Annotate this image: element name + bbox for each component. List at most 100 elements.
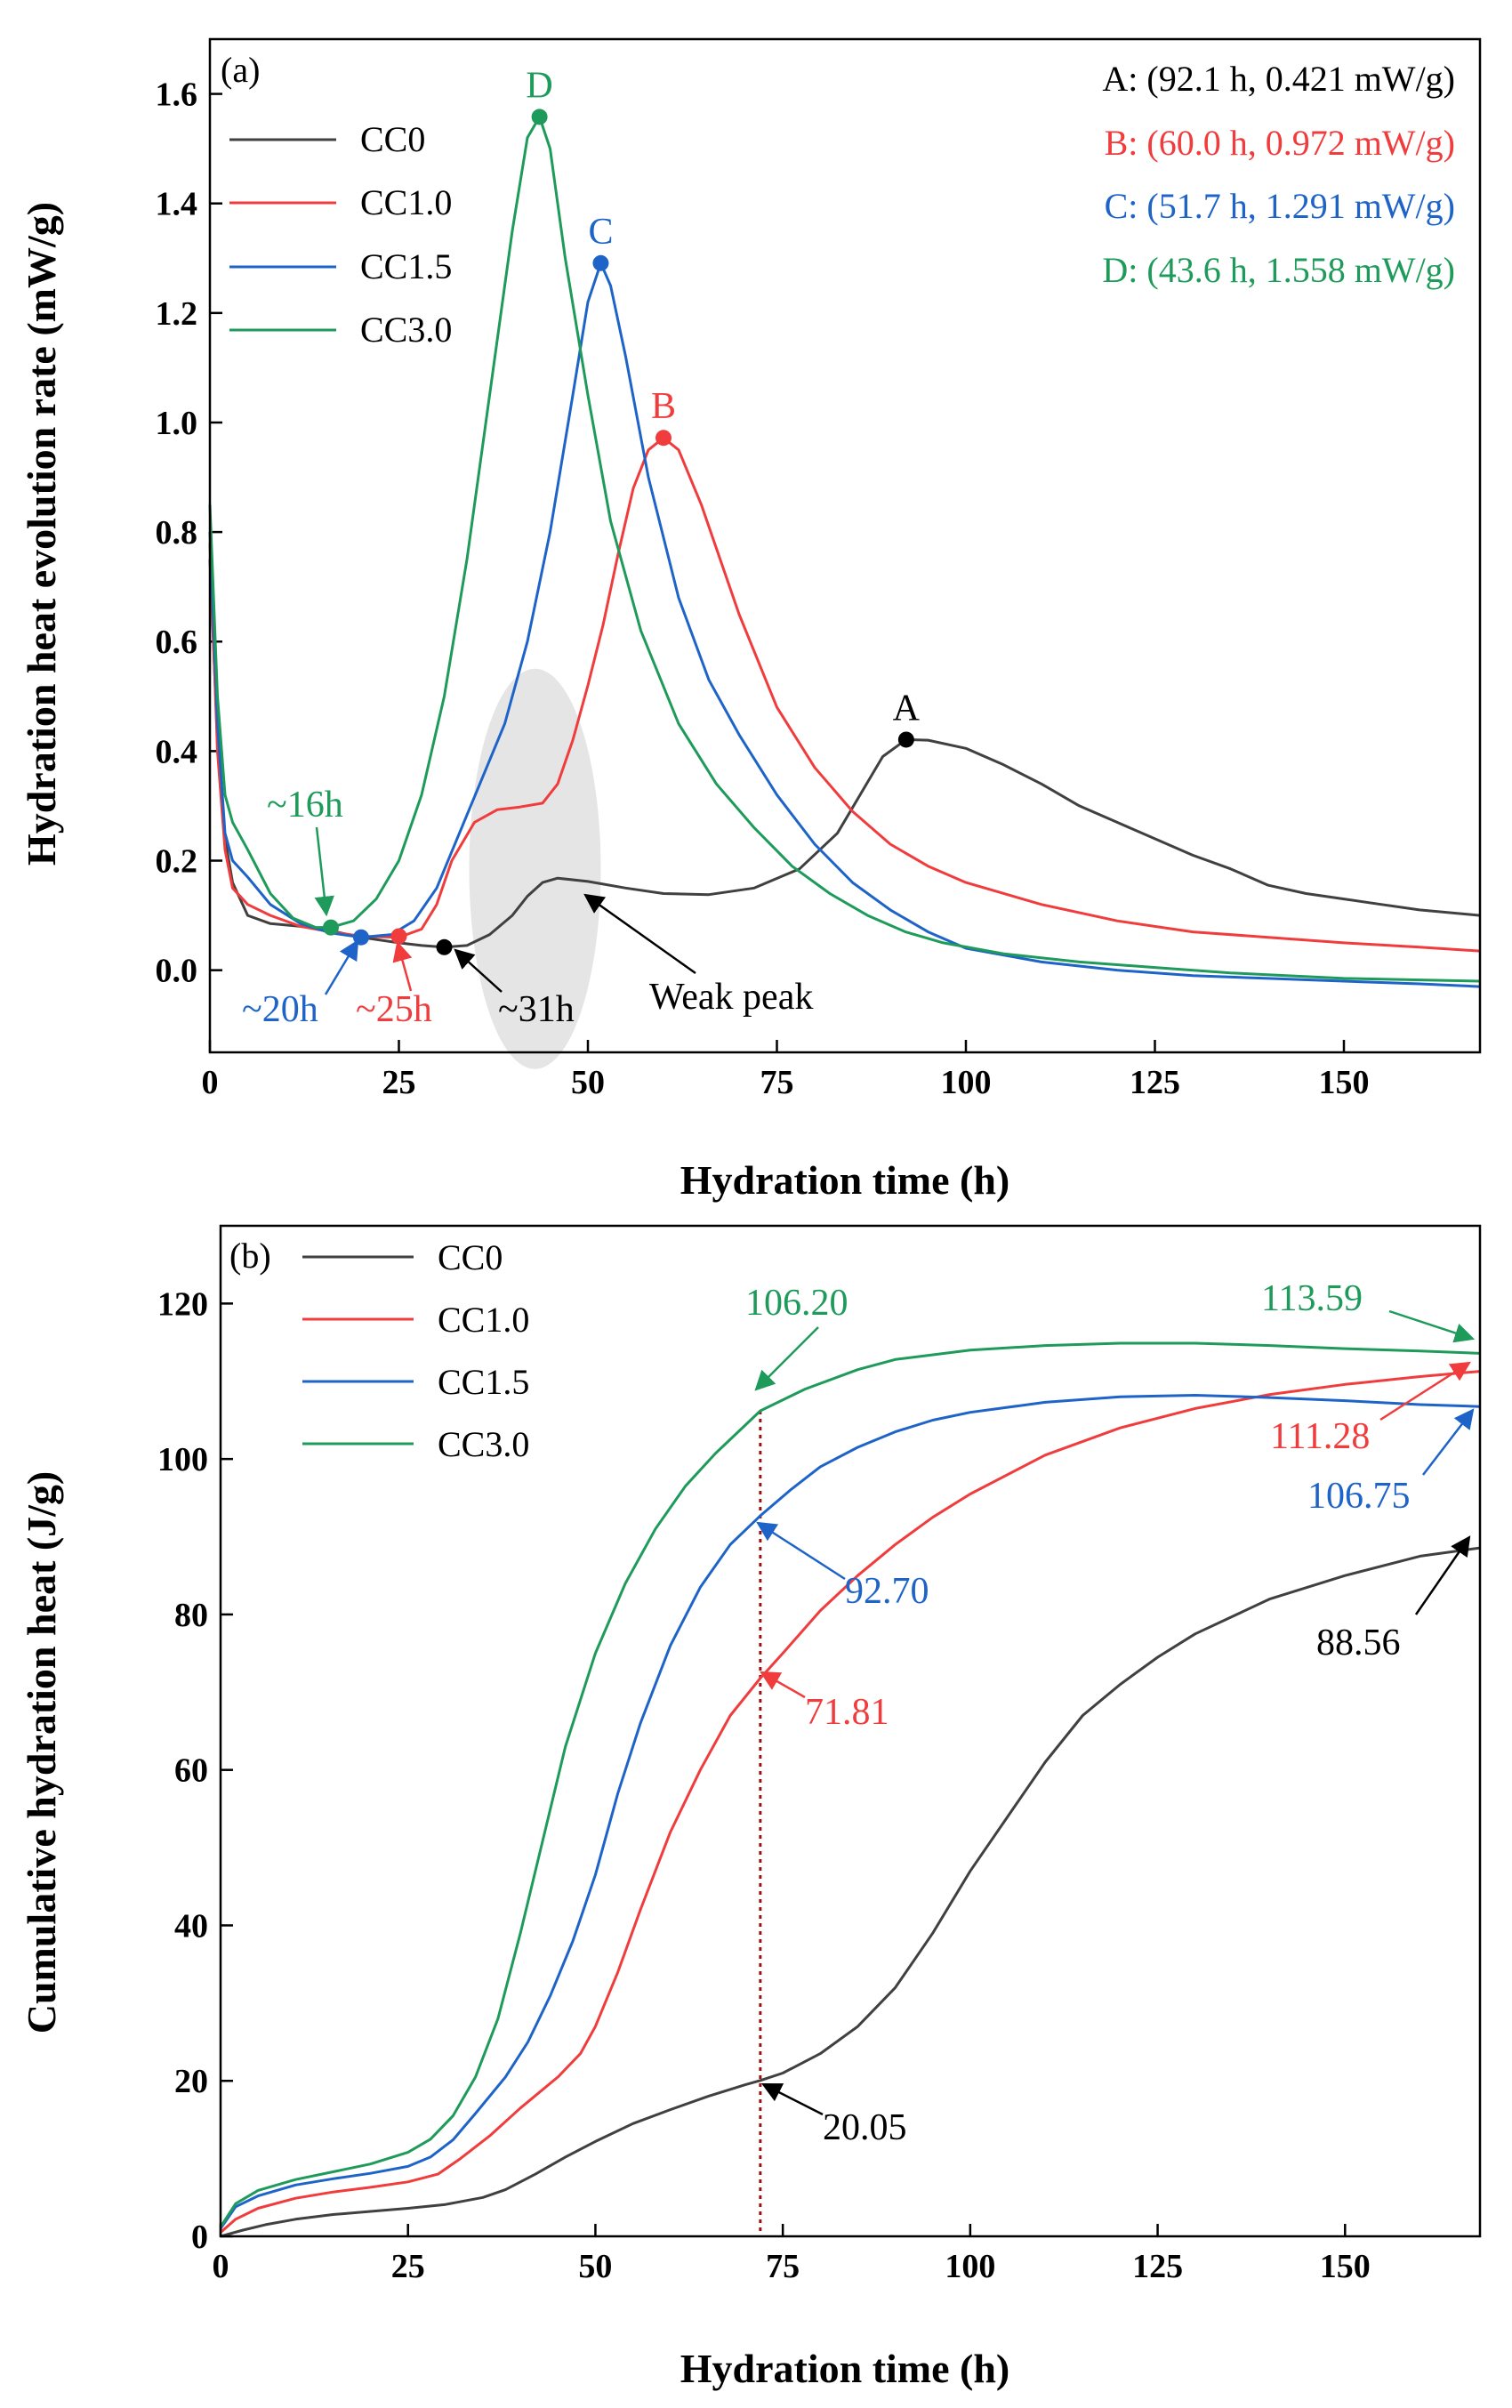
- arrow-92-70: [756, 1521, 846, 1581]
- panel-b-series: [219, 1341, 1481, 2238]
- panel-a-y-tick-label: 1.2: [156, 295, 198, 333]
- arrow-25h: [392, 940, 413, 992]
- panel-b-x-tick-label: 25: [391, 2248, 425, 2285]
- panel-b-ticks: 0 25 50 75 100 125 150 0 20 40 60 80 100 120: [157, 1285, 1371, 2285]
- panel-a-x-tick-label: 50: [571, 1064, 605, 1101]
- panel-b-plot-frame: [219, 1224, 1482, 2238]
- panel-b-series-cc3-0: [219, 1341, 1481, 2228]
- legend-b-label-cc3-0: CC3.0: [438, 1424, 529, 1464]
- legend-b-label-cc0: CC0: [438, 1237, 503, 1277]
- legend-label-cc1-5: CC1.5: [360, 246, 452, 286]
- panel-b-series-cc1-0: [220, 1370, 1481, 2234]
- arrow-71-81: [760, 1671, 806, 1699]
- arrow-113-59: [1388, 1309, 1476, 1343]
- panel-a-y-tick-label: 0.4: [156, 733, 198, 770]
- panel-b-y-tick-label: 60: [174, 1752, 208, 1790]
- panel-a-y-tick-label: 0.6: [156, 624, 198, 661]
- panel-a-y-tick-label: 1.4: [156, 186, 198, 223]
- panel-b-x-tick-label: 0: [213, 2248, 229, 2285]
- arrow-20h: [324, 939, 359, 995]
- panel-b-label: (b): [229, 1236, 271, 1276]
- panel-b-x-tick-label: 50: [578, 2248, 612, 2285]
- peak-label-a: A: [893, 688, 921, 729]
- panel-a-x-tick-label: 75: [760, 1064, 794, 1101]
- min-marker-31h: [436, 938, 453, 955]
- panel-b-x-axis-title: Hydration time (h): [680, 2346, 1010, 2391]
- panel-a-y-tick-label: 1.0: [156, 405, 198, 442]
- panel-a-y-tick-label: 0.0: [156, 953, 198, 990]
- panel-a-y-axis-title: Hydration heat evolution rate (mW/g): [19, 202, 64, 866]
- value-label-106-75: 106.75: [1307, 1476, 1411, 1517]
- panel-b-series-cc0: [220, 1546, 1481, 2238]
- panel-b-y-tick-label: 120: [157, 1285, 208, 1323]
- panel-b-x-tick-label: 100: [945, 2248, 995, 2285]
- min-label-16h: ~16h: [267, 785, 343, 825]
- peak-marker-d: [531, 109, 548, 125]
- panel-a-y-tick-label: 0.8: [156, 514, 198, 552]
- peak-label-b: B: [651, 386, 676, 427]
- legend-label-cc0: CC0: [360, 119, 425, 159]
- panel-a-x-axis-title: Hydration time (h): [680, 1157, 1010, 1203]
- panel-a-x-tick-label: 125: [1130, 1064, 1180, 1101]
- arrow-106-20: [754, 1326, 819, 1391]
- value-label-88-56: 88.56: [1316, 1623, 1401, 1663]
- panel-b-y-tick-label: 80: [174, 1597, 208, 1634]
- weak-peak-label: Weak peak: [649, 977, 813, 1018]
- panel-a-y-tick-label: 1.6: [156, 77, 198, 114]
- panel-b-y-tick-label: 100: [157, 1441, 208, 1478]
- panel-b-y-axis-title: Cumulative hydration heat (J/g): [19, 1471, 64, 2034]
- value-label-113-59: 113.59: [1261, 1278, 1363, 1319]
- weak-peak-ellipse: [469, 668, 601, 1069]
- panel-a-x-tick-label: 100: [941, 1064, 992, 1101]
- arrow-31h: [454, 948, 503, 993]
- panel-b-y-tick-label: 0: [191, 2219, 208, 2256]
- panel-a-series-cc0: [208, 559, 1481, 949]
- panel-a-x-tick-label: 0: [202, 1064, 219, 1101]
- min-label-31h: ~31h: [498, 989, 575, 1030]
- arrow-111-28: [1379, 1361, 1471, 1421]
- peak-info-c: C: (51.7 h, 1.291 mW/g): [1105, 186, 1455, 226]
- panel-b-y-tick-label: 20: [174, 2063, 208, 2100]
- panel-a-y-tick-label: 0.2: [156, 843, 198, 881]
- panel-b-x-tick-label: 75: [766, 2248, 800, 2285]
- panel-a-series-cc3-0: [208, 115, 1481, 983]
- weak-peak-arrow: [583, 893, 696, 975]
- panel-a-series-cc1-5: [208, 262, 1481, 988]
- peak-info-d: D: (43.6 h, 1.558 mW/g): [1102, 250, 1455, 290]
- peak-label-d: D: [526, 65, 552, 106]
- value-label-20-05: 20.05: [823, 2107, 907, 2148]
- legend-label-cc3-0: CC3.0: [360, 310, 452, 350]
- arrow-106-75: [1422, 1408, 1475, 1476]
- min-marker-16h: [323, 919, 339, 936]
- min-label-20h: ~20h: [242, 989, 318, 1030]
- peak-info-block: A: (92.1 h, 0.421 mW/g) B: (60.0 h, 0.97…: [1102, 59, 1455, 290]
- panel-a: 0 25 50 75 100 125 150 0.0 0.2 0.4 0.6 0.8 1.0 1.2 1.4…: [19, 37, 1482, 1203]
- panel-b-series-cc1-5: [219, 1394, 1481, 2230]
- min-label-25h: ~25h: [356, 989, 432, 1030]
- value-label-111-28: 111.28: [1270, 1416, 1370, 1457]
- panel-a-x-tick-label: 25: [382, 1064, 416, 1101]
- peak-marker-c: [592, 254, 609, 271]
- panel-b-legend: CC0 CC1.0 CC1.5 CC3.0: [302, 1237, 529, 1464]
- value-label-92-70: 92.70: [845, 1571, 929, 1612]
- value-label-106-20: 106.20: [745, 1283, 848, 1324]
- panel-a-legend: CC0 CC1.0 CC1.5 CC3.0: [229, 119, 452, 350]
- arrow-16h: [314, 826, 334, 917]
- legend-b-label-cc1-0: CC1.0: [438, 1300, 529, 1340]
- arrow-20-05: [760, 2082, 824, 2116]
- legend-label-cc1-0: CC1.0: [360, 182, 452, 222]
- legend-b-label-cc1-5: CC1.5: [438, 1362, 529, 1402]
- panel-b: 0 25 50 75 100 125 150 0 20 40 60 80 100 120 (b) CC0 …: [19, 1224, 1482, 2391]
- panel-b-x-tick-label: 125: [1132, 2248, 1183, 2285]
- peak-marker-b: [655, 430, 672, 447]
- peak-info-b: B: (60.0 h, 0.972 mW/g): [1105, 123, 1455, 163]
- panel-b-y-tick-label: 40: [174, 1907, 208, 1945]
- panel-a-ticks: 0 25 50 75 100 125 150 0.0 0.2 0.4 0.6 0.8 1.0 1.2 1.4…: [156, 77, 1370, 1101]
- panel-b-x-tick-label: 150: [1320, 2248, 1371, 2285]
- min-marker-25h: [390, 928, 407, 945]
- arrow-88-56: [1414, 1535, 1471, 1615]
- panel-a-plot-frame: [208, 37, 1482, 1054]
- panel-a-label: (a): [221, 50, 260, 90]
- peak-label-c: C: [588, 212, 613, 253]
